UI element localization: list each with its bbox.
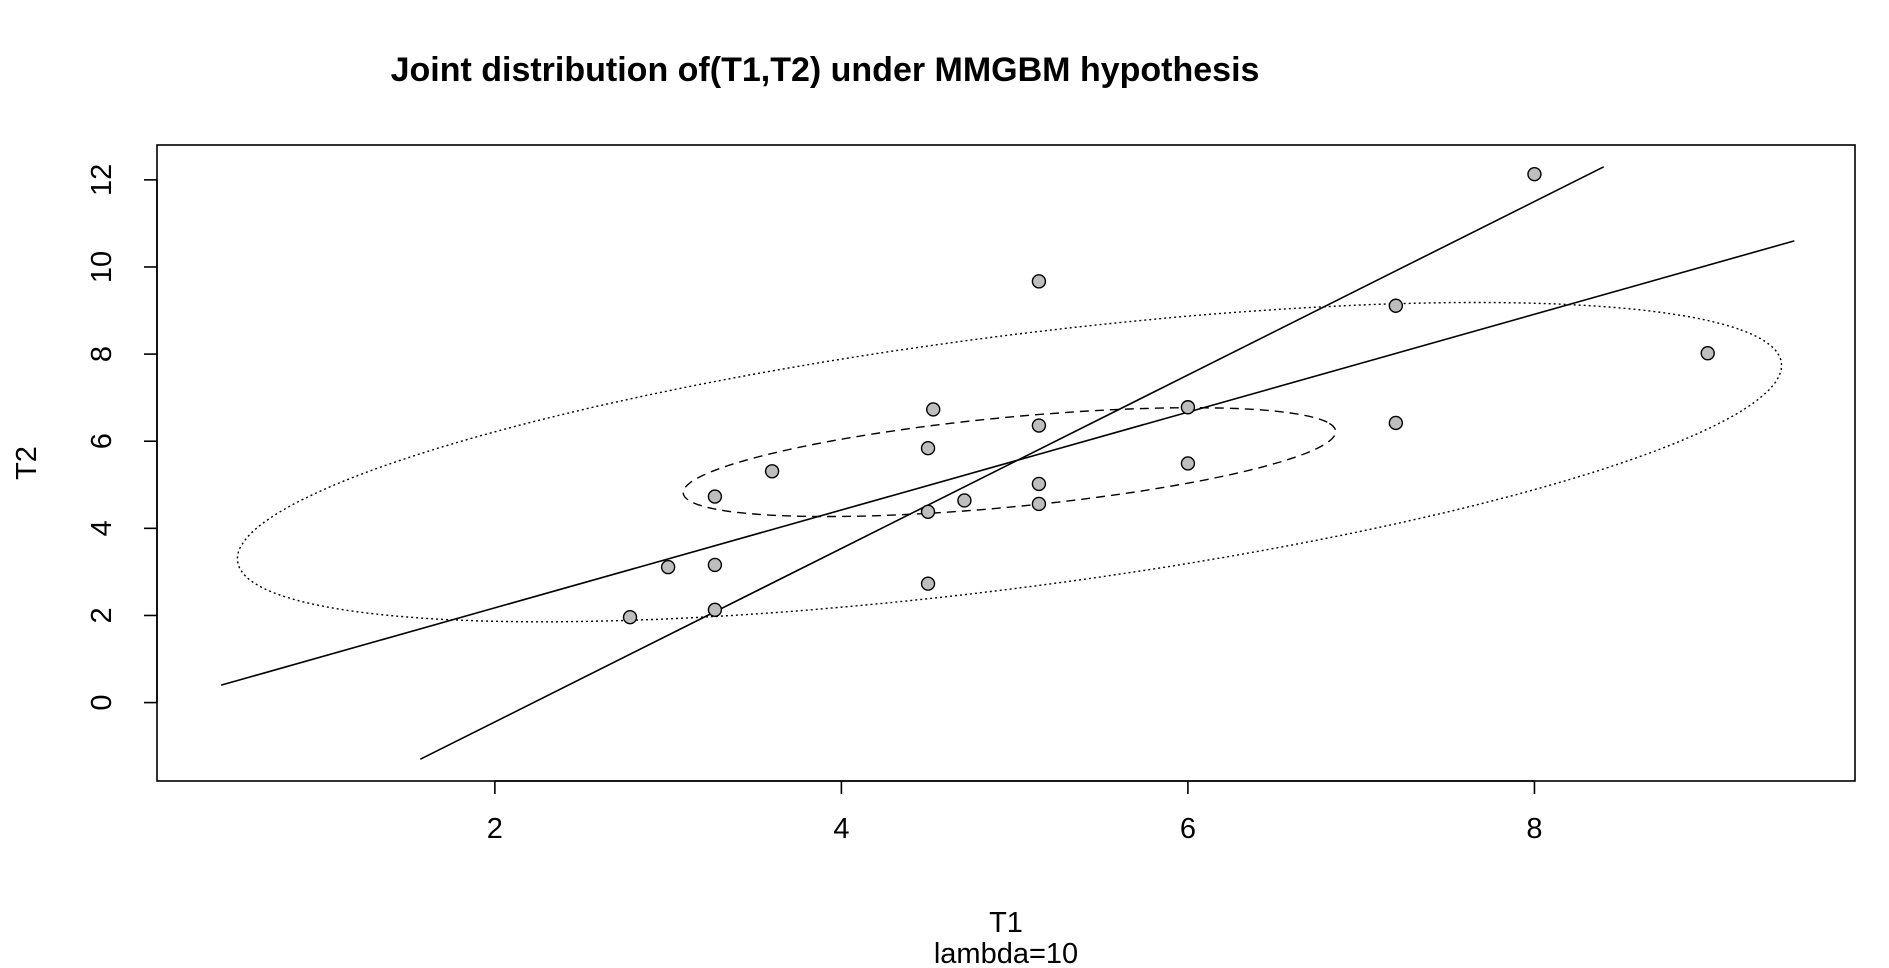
y-tick-label: 10 bbox=[86, 251, 118, 283]
data-point bbox=[1031, 476, 1047, 492]
data-point bbox=[920, 576, 936, 591]
data-point bbox=[707, 557, 723, 573]
y-tick-label: 12 bbox=[86, 164, 118, 196]
data-point bbox=[1031, 418, 1047, 433]
x-tick-label: 8 bbox=[1526, 813, 1542, 845]
regression-line-shallow bbox=[220, 240, 1795, 686]
chart-title: Joint distribution of(T1,T2) under MMGBM… bbox=[391, 51, 1260, 89]
y-tick-label: 6 bbox=[86, 433, 118, 449]
x-axis: 2 4 6 8 bbox=[487, 780, 1543, 845]
data-point bbox=[920, 440, 936, 456]
data-point bbox=[1031, 274, 1047, 289]
data-point bbox=[660, 559, 676, 575]
data-point bbox=[622, 610, 638, 625]
ellipse-layer bbox=[236, 301, 1783, 623]
y-axis-label: T2 bbox=[11, 446, 43, 480]
y-axis: 0 2 4 6 8 10 12 bbox=[86, 164, 158, 711]
data-point bbox=[926, 402, 941, 417]
data-point bbox=[1180, 456, 1196, 471]
x-tick-label: 6 bbox=[1180, 813, 1196, 845]
regression-line-steep bbox=[420, 166, 1605, 760]
data-point bbox=[1388, 298, 1404, 313]
data-point bbox=[1700, 346, 1715, 361]
data-point bbox=[1527, 166, 1542, 182]
y-tick-label: 4 bbox=[86, 520, 118, 536]
data-point bbox=[920, 504, 936, 519]
x-axis-label: T1 bbox=[989, 907, 1023, 939]
y-tick-label: 0 bbox=[86, 695, 118, 711]
data-point bbox=[957, 493, 972, 508]
data-point bbox=[707, 489, 723, 504]
y-tick-label: 8 bbox=[86, 346, 118, 362]
x-tick-label: 2 bbox=[487, 813, 503, 845]
data-point bbox=[1388, 415, 1404, 431]
x-axis-subtitle: lambda=10 bbox=[934, 938, 1078, 968]
x-tick-label: 4 bbox=[833, 813, 849, 845]
ellipse-inner bbox=[682, 407, 1337, 518]
point-layer bbox=[622, 166, 1715, 625]
data-point bbox=[1031, 496, 1047, 512]
data-point bbox=[707, 602, 723, 618]
data-point bbox=[1180, 400, 1196, 415]
regression-line-layer bbox=[220, 166, 1795, 760]
y-tick-label: 2 bbox=[86, 607, 118, 623]
data-point bbox=[764, 464, 780, 479]
